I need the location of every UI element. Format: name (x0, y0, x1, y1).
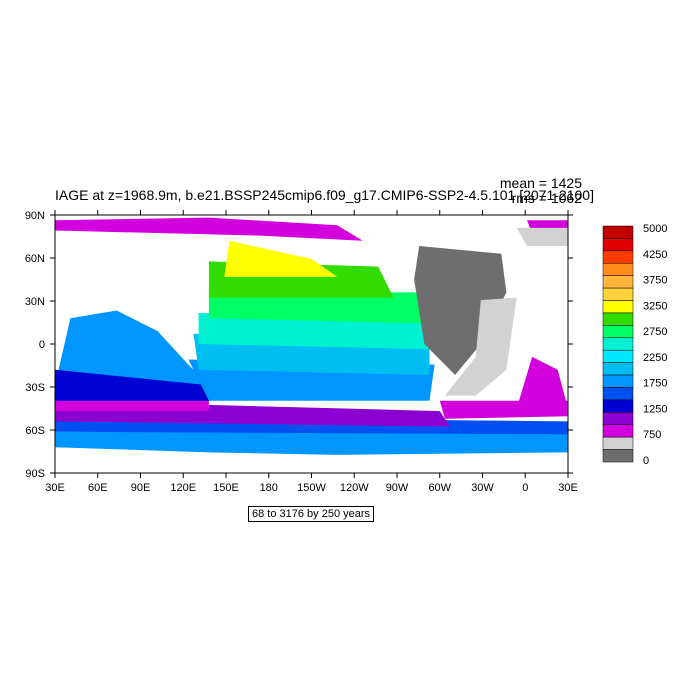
lon-label: 90E (131, 482, 151, 494)
lon-label: 180 (260, 482, 278, 494)
lon-label: 30W (471, 482, 494, 494)
mean-stat: mean = 1425 (499, 175, 582, 191)
indian-ocean-band (55, 369, 209, 401)
lat-label: 30S (25, 382, 45, 394)
atlantic-mask-dark (414, 246, 507, 375)
colorbar-segment (602, 399, 634, 413)
south-atlantic-band (516, 356, 568, 409)
colorbar-segment (602, 362, 634, 376)
map-axes: 30E 60E 90E 120E 150E 180 150W 120W 90W 60W 30W 0 30… (25, 210, 578, 494)
colorbar-label: 5000 (643, 223, 667, 235)
lon-label: 150W (297, 482, 326, 494)
lat-label: 90N (25, 210, 45, 222)
colorbar-segment (602, 424, 634, 438)
colorbar-segment (602, 275, 634, 289)
colorbar-segment (602, 263, 634, 276)
colorbar-label: 3750 (643, 275, 667, 287)
contour-info-label: 68 to 3176 by 250 years (248, 506, 375, 522)
southern-ocean-band (55, 431, 568, 455)
lon-label: 90W (386, 482, 409, 494)
colorbar-segment (602, 250, 634, 264)
colorbar-label: 1250 (643, 403, 667, 415)
colorbar-label: 1750 (643, 378, 667, 390)
indian-ocean-band (55, 310, 209, 386)
lat-label: 60N (25, 253, 45, 265)
colorbar-label: 2250 (643, 352, 667, 364)
colorbar-label: 3250 (643, 300, 667, 312)
map-field (55, 217, 568, 455)
lon-label: 120E (170, 482, 196, 494)
colorbar-segment (602, 387, 634, 401)
colorbar-segment (602, 436, 634, 450)
colorbar-segment (602, 287, 634, 301)
colorbar-segment (602, 374, 634, 388)
arctic-mask-light (516, 227, 568, 246)
colorbar-label: 750 (643, 429, 661, 441)
colorbar-segment (602, 449, 634, 463)
colorbar-label: 4250 (643, 249, 667, 261)
lon-label: 150E (213, 482, 239, 494)
colorbar-segment (602, 412, 634, 425)
colorbar-label: 2750 (643, 326, 667, 338)
colorbar-label: 0 (643, 455, 649, 467)
lon-label: 120W (340, 482, 369, 494)
lon-label: 30E (558, 482, 578, 494)
colorbar-segment (602, 337, 634, 351)
lat-label: 90S (25, 468, 45, 480)
colorbar-segment (602, 238, 634, 252)
colorbar-segment (602, 225, 634, 239)
colorbar-segment (602, 325, 634, 339)
lat-label: 0 (39, 339, 45, 351)
north-pacific-band (224, 240, 338, 277)
lon-label: 60W (428, 482, 451, 494)
plot-title: IAGE at z=1968.9m, b.e21.BSSP245cmip6.f0… (55, 187, 594, 203)
arctic-band (55, 217, 363, 241)
rms-stat: rms = 1062 (511, 190, 582, 206)
colorbar-segment (602, 300, 634, 314)
colorbar-segment (602, 312, 634, 326)
lat-label: 60S (25, 425, 45, 437)
pacific-band (208, 292, 425, 324)
lat-label: 30N (25, 296, 45, 308)
lon-label: 30E (45, 482, 65, 494)
lon-label: 60E (88, 482, 108, 494)
colorbar-segment (602, 349, 634, 363)
atlantic-mask-light (444, 297, 517, 396)
lon-label: 0 (522, 482, 528, 494)
colorbar: 5000 4250 3750 3250 2750 2250 1750 1250 750 0 (602, 223, 667, 467)
